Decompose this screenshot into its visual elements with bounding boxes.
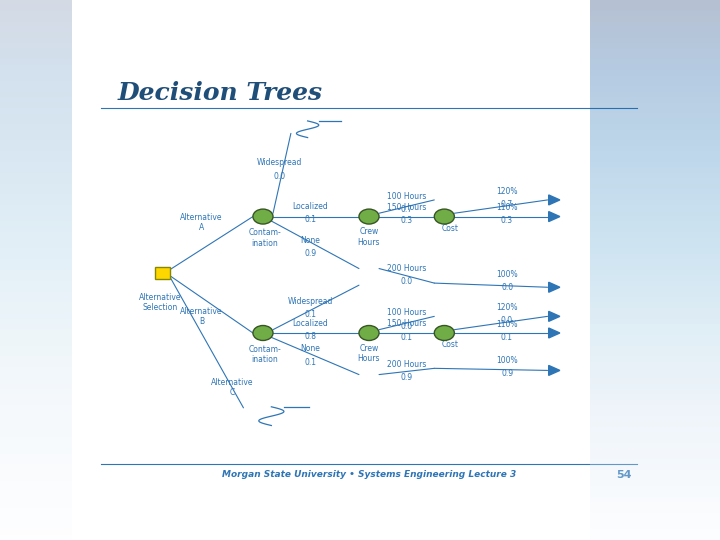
Text: 100%: 100%	[496, 356, 518, 365]
Text: Alternative
C: Alternative C	[211, 378, 253, 397]
Text: 100%: 100%	[496, 271, 518, 279]
Text: Decision Trees: Decision Trees	[118, 82, 323, 105]
Polygon shape	[549, 212, 560, 221]
Text: 54: 54	[616, 470, 631, 480]
Text: Crew
Hours: Crew Hours	[358, 344, 380, 363]
Text: 0.9: 0.9	[400, 373, 413, 382]
Text: 0.1: 0.1	[305, 215, 316, 224]
Text: 0.7: 0.7	[400, 205, 413, 214]
Text: Morgan State University • Systems Engineering Lecture 3: Morgan State University • Systems Engine…	[222, 470, 516, 479]
Text: 0.7: 0.7	[500, 199, 513, 208]
Polygon shape	[549, 366, 560, 375]
Text: 0.0: 0.0	[501, 283, 513, 292]
Text: 200 Hours: 200 Hours	[387, 264, 426, 273]
Text: Crew
Hours: Crew Hours	[358, 227, 380, 247]
Text: 0.0: 0.0	[400, 278, 413, 287]
Text: 100 Hours: 100 Hours	[387, 192, 426, 201]
Polygon shape	[549, 312, 560, 321]
Text: 200 Hours: 200 Hours	[387, 360, 426, 368]
Polygon shape	[549, 195, 560, 205]
Text: Cost: Cost	[441, 224, 459, 233]
Circle shape	[253, 209, 273, 224]
Text: 0.0: 0.0	[500, 316, 513, 325]
Text: 0.1: 0.1	[500, 333, 513, 342]
Circle shape	[434, 326, 454, 341]
Text: None: None	[300, 235, 320, 245]
Text: 110%: 110%	[496, 204, 517, 212]
Text: Cost: Cost	[441, 341, 459, 349]
Text: 120%: 120%	[496, 187, 517, 196]
Bar	[155, 267, 171, 279]
Text: 0.9: 0.9	[305, 249, 317, 258]
Text: 110%: 110%	[496, 320, 517, 329]
Text: Localized: Localized	[292, 319, 328, 328]
Text: 150 Hours: 150 Hours	[387, 203, 426, 212]
Text: 0.0: 0.0	[274, 172, 286, 181]
Polygon shape	[549, 328, 560, 338]
Text: 0.0: 0.0	[400, 322, 413, 331]
Text: 0.8: 0.8	[305, 332, 316, 341]
Circle shape	[434, 209, 454, 224]
Text: 0.9: 0.9	[501, 369, 513, 378]
Text: 100 Hours: 100 Hours	[387, 308, 426, 317]
Text: 0.1: 0.1	[305, 310, 316, 319]
Text: Widespread: Widespread	[288, 297, 333, 306]
Text: 120%: 120%	[496, 303, 517, 312]
Polygon shape	[549, 282, 560, 292]
Circle shape	[359, 326, 379, 341]
Text: 0.3: 0.3	[400, 216, 413, 225]
Circle shape	[253, 326, 273, 341]
Text: None: None	[300, 345, 320, 353]
Text: 0.3: 0.3	[500, 216, 513, 225]
Text: Widespread: Widespread	[257, 158, 302, 167]
Text: 0.1: 0.1	[305, 358, 316, 367]
Text: Contam-
ination: Contam- ination	[248, 228, 281, 248]
Text: Alternative
A: Alternative A	[180, 213, 223, 232]
Text: Localized: Localized	[292, 202, 328, 211]
Circle shape	[359, 209, 379, 224]
Text: Contam-
ination: Contam- ination	[248, 345, 281, 364]
Text: Alternative
B: Alternative B	[180, 307, 223, 326]
Text: 150 Hours: 150 Hours	[387, 320, 426, 328]
Text: 0.1: 0.1	[400, 333, 413, 342]
Text: Alternative
Selection: Alternative Selection	[138, 293, 181, 312]
